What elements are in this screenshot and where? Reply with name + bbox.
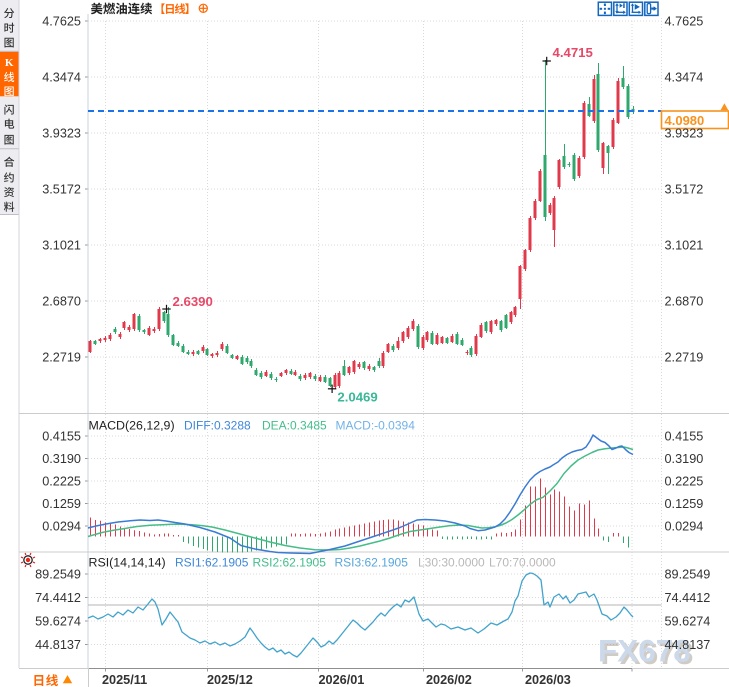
svg-text:44.8137: 44.8137 — [665, 638, 711, 652]
svg-text:3.5172: 3.5172 — [42, 183, 81, 197]
svg-text:59.6274: 59.6274 — [35, 615, 81, 629]
svg-text:89.2549: 89.2549 — [665, 568, 711, 582]
svg-text:L30:30.0000: L30:30.0000 — [418, 556, 485, 570]
svg-text:0.2225: 0.2225 — [42, 475, 81, 489]
svg-text:4.7625: 4.7625 — [665, 15, 704, 29]
svg-text:0.2225: 0.2225 — [665, 475, 704, 489]
svg-text:2025/11: 2025/11 — [102, 673, 147, 687]
svg-text:3.9323: 3.9323 — [665, 127, 704, 141]
svg-text:0.1259: 0.1259 — [665, 497, 704, 511]
svg-text:44.8137: 44.8137 — [35, 638, 81, 652]
svg-text:3.1021: 3.1021 — [665, 239, 704, 253]
svg-text:4.4715: 4.4715 — [553, 45, 593, 60]
svg-text:59.6274: 59.6274 — [665, 615, 711, 629]
svg-text:0.3190: 0.3190 — [665, 452, 704, 466]
svg-text:4.3474: 4.3474 — [42, 71, 81, 85]
svg-text:2.2719: 2.2719 — [42, 351, 81, 365]
svg-text:RSI(14,14,14): RSI(14,14,14) — [89, 556, 166, 570]
svg-text:2.2719: 2.2719 — [665, 351, 704, 365]
svg-text:2026/02: 2026/02 — [426, 673, 472, 687]
svg-text:0.0294: 0.0294 — [665, 520, 704, 534]
svg-text:RSI2:62.1905: RSI2:62.1905 — [253, 556, 327, 570]
svg-text:RSI3:62.1905: RSI3:62.1905 — [335, 556, 409, 570]
svg-text:3.5172: 3.5172 — [665, 183, 704, 197]
svg-text:74.4412: 74.4412 — [665, 591, 711, 605]
svg-text:89.2549: 89.2549 — [35, 568, 81, 582]
svg-text:0.1259: 0.1259 — [42, 497, 81, 511]
svg-text:74.4412: 74.4412 — [35, 591, 81, 605]
svg-text:2026/01: 2026/01 — [319, 673, 365, 687]
svg-text:0.4155: 0.4155 — [665, 430, 704, 444]
svg-text:2.6390: 2.6390 — [173, 294, 213, 309]
svg-text:3.1021: 3.1021 — [42, 239, 81, 253]
svg-text:DEA:0.3485: DEA:0.3485 — [262, 419, 327, 433]
svg-text:L70:70.0000: L70:70.0000 — [489, 556, 556, 570]
svg-text:2.6870: 2.6870 — [665, 295, 704, 309]
svg-text:0.0294: 0.0294 — [42, 520, 81, 534]
svg-text:DIFF:0.3288: DIFF:0.3288 — [184, 419, 251, 433]
svg-text:4.3474: 4.3474 — [665, 71, 704, 85]
svg-text:2.6870: 2.6870 — [42, 295, 81, 309]
svg-text:0.3190: 0.3190 — [42, 452, 81, 466]
svg-text:RSI1:62.1905: RSI1:62.1905 — [175, 556, 249, 570]
svg-text:MACD(26,12,9): MACD(26,12,9) — [89, 419, 175, 433]
svg-text:2026/03: 2026/03 — [525, 673, 571, 687]
svg-text:4.7625: 4.7625 — [42, 15, 81, 29]
svg-text:4.0980: 4.0980 — [665, 113, 705, 128]
svg-text:2025/12: 2025/12 — [207, 673, 253, 687]
svg-text:MACD:-0.0394: MACD:-0.0394 — [336, 419, 416, 433]
svg-text:3.9323: 3.9323 — [42, 127, 81, 141]
svg-text:2.0469: 2.0469 — [337, 390, 377, 405]
svg-text:0.4155: 0.4155 — [42, 430, 81, 444]
svg-text:FX678: FX678 — [598, 633, 691, 669]
svg-text:K: K — [5, 57, 14, 69]
svg-text:FX678: FX678 — [601, 635, 694, 671]
